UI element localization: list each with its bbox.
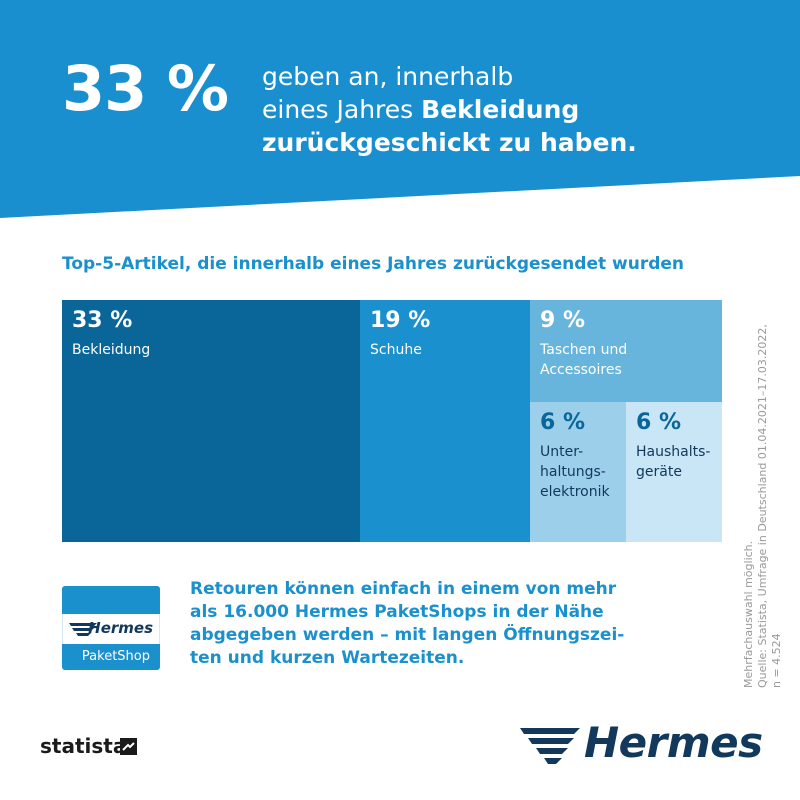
tile-value: 6 % [636,410,682,435]
tile-label-line: haltungs- [540,464,606,480]
chart-title: Top-5-Artikel, die innerhalb eines Jahre… [62,254,685,274]
retour-line-3: abgegeben werden – mit langen Öffnungsze… [190,625,625,645]
paketshop-logo-bottom: PaketShop [62,644,160,670]
source-note: Mehrfachauswahl möglich. Quelle: Statist… [742,268,784,688]
retour-info-text: Retouren können einfach in einem von meh… [190,578,710,670]
tile-value: 19 % [370,308,431,333]
hero-percentage: 33 % [62,52,229,125]
hero-line-3: zurückgeschickt zu haben. [262,128,637,157]
tile-label-line: Accessoires [540,362,622,378]
paketshop-brand: Hermes [88,619,153,637]
source-note-line-3: n = 4.524 [770,633,783,688]
tile-value: 33 % [72,308,133,333]
tile-label-line: Taschen und [540,342,628,358]
tile-label: Haushalts- geräte [636,442,710,482]
paketshop-label: PaketShop [81,649,150,664]
retour-line-1: Retouren können einfach in einem von meh… [190,579,617,599]
tile-label-line: Haushalts- [636,444,711,460]
hero-line-1: geben an, innerhalb [262,62,514,91]
hermes-logo: Hermes [518,718,780,774]
tile-label: Unter- haltungs- elektronik [540,442,610,502]
tile-label-line: Bekleidung [72,342,151,358]
treemap-tile-unterhaltungselektronik: 6 % Unter- haltungs- elektronik [530,402,626,542]
retour-line-4: ten und kurzen Wartezeiten. [190,648,465,668]
hermes-logo-wing-icon [520,728,580,764]
statista-logo-text: statista [40,734,127,758]
source-note-line-1: Mehrfachauswahl möglich. [742,540,755,688]
tile-value: 6 % [540,410,586,435]
treemap-tile-haushaltsgeraete: 6 % Haushalts- geräte [626,402,722,542]
hero-background [0,0,800,218]
hero-banner: 33 % geben an, innerhalb eines Jahres Be… [0,0,800,240]
hero-statement: geben an, innerhalb eines Jahres Bekleid… [262,60,637,159]
hermes-wordmark: Hermes [584,718,763,767]
hero-line-2-bold: Bekleidung [421,95,580,124]
treemap-tile-taschen: 9 % Taschen und Accessoires [530,300,722,402]
paketshop-logo-top [62,586,160,614]
hermes-wing-icon [69,623,97,636]
tile-label: Taschen und Accessoires [540,340,627,380]
paketshop-logo-middle: Hermes [62,614,160,644]
statista-icon [120,738,137,755]
tile-label: Schuhe [370,340,422,360]
tile-value: 9 % [540,308,586,333]
paketshop-logo: Hermes PaketShop [62,586,160,670]
treemap-tile-bekleidung: 33 % Bekleidung [62,300,360,542]
source-note-line-2: Quelle: Statista, Umfrage in Deutschland… [756,324,769,688]
hero-line-2-prefix: eines Jahres [262,95,422,124]
tile-label-line: geräte [636,464,682,480]
retour-line-2: als 16.000 Hermes PaketShops in der Nähe [190,602,604,622]
tile-label-line: Unter- [540,444,584,460]
treemap-tile-schuhe: 19 % Schuhe [360,300,530,542]
tile-label-line: elektronik [540,484,610,500]
tile-label: Bekleidung [72,340,150,360]
tile-label-line: Schuhe [370,342,422,358]
hero-line-2: eines Jahres Bekleidung [262,93,637,126]
